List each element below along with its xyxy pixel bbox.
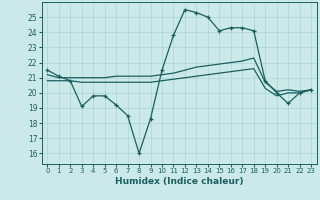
- X-axis label: Humidex (Indice chaleur): Humidex (Indice chaleur): [115, 177, 244, 186]
